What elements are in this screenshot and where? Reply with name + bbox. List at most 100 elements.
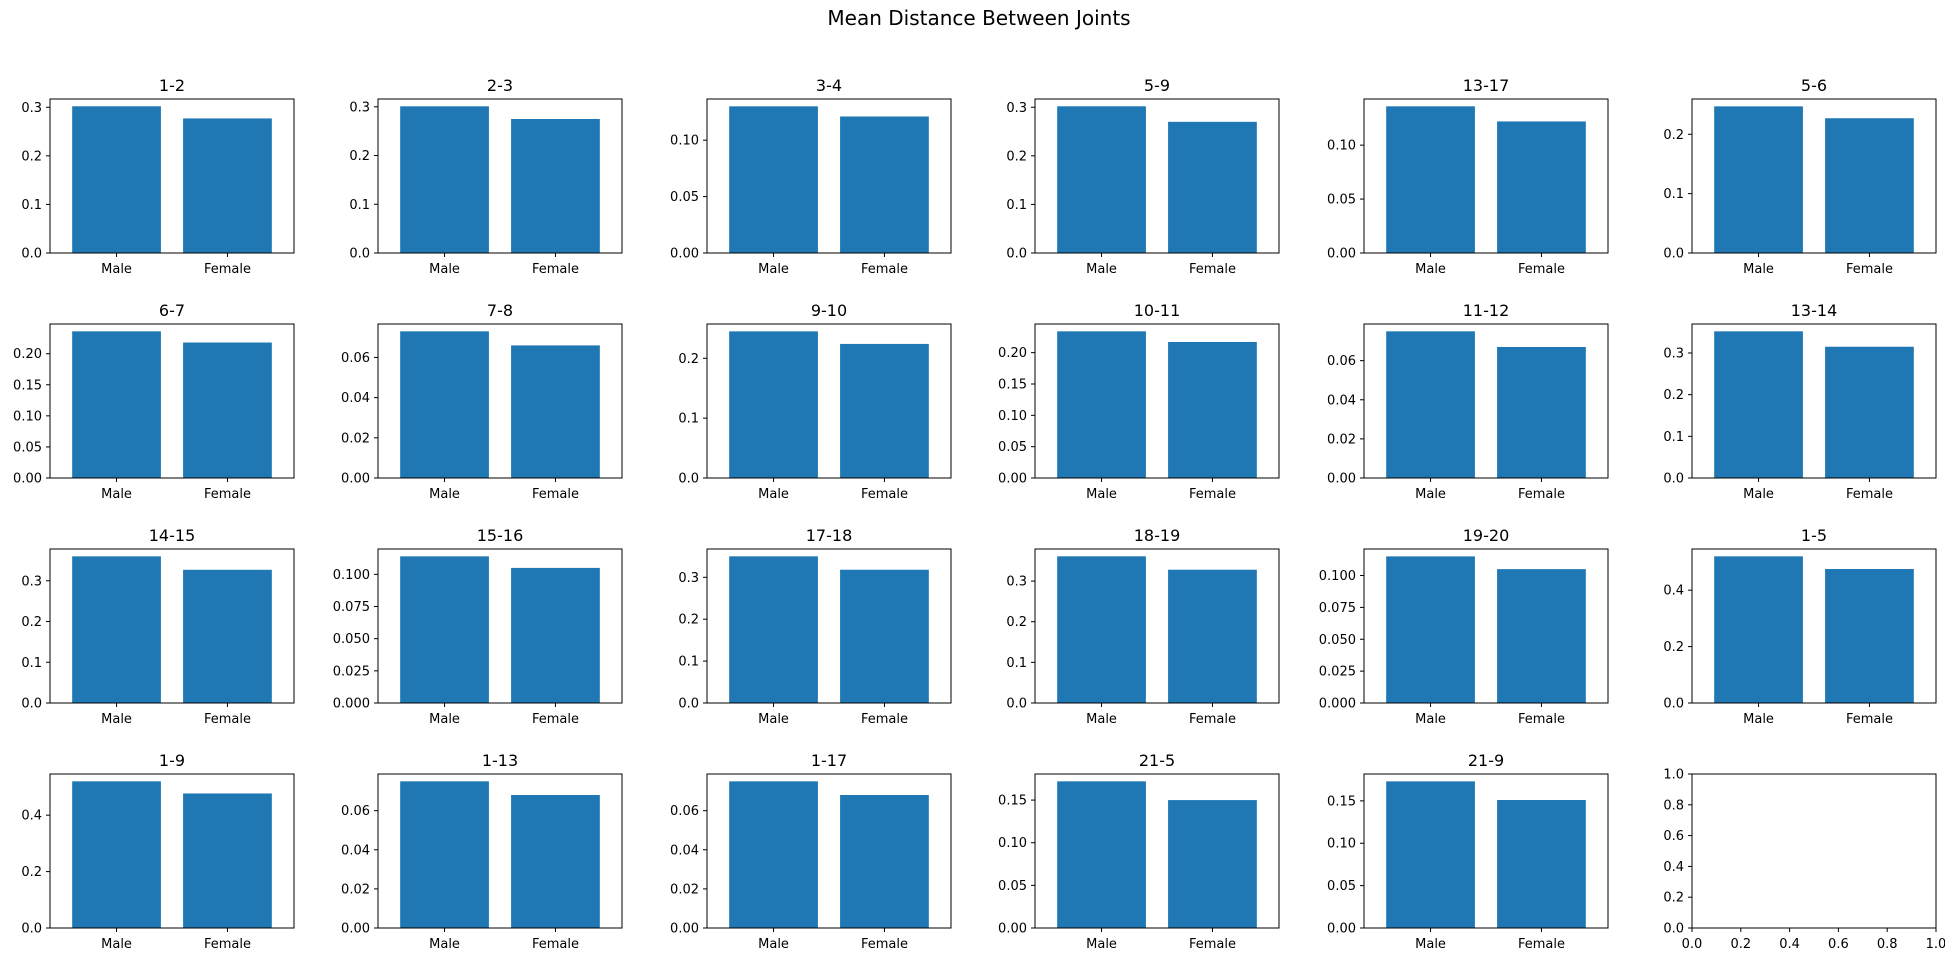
axes-frame [49, 323, 295, 479]
y-tick-label: 0.06 [341, 351, 370, 366]
axes-frame [706, 323, 952, 479]
axes-frame [377, 548, 623, 704]
y-tick-label: 0.10 [998, 409, 1027, 424]
y-tick-label: 0.3 [1006, 101, 1027, 116]
subplot-title: 5-6 [1801, 76, 1827, 95]
x-tick-label: Male [758, 712, 789, 727]
y-tick-label: 0.2 [1663, 388, 1684, 403]
x-tick-label: 1.0 [1926, 937, 1945, 952]
y-tick-label: 0.04 [341, 843, 370, 858]
bar-female [511, 567, 600, 703]
subplot-title: 21-9 [1468, 751, 1504, 770]
x-tick-label: Male [1743, 712, 1774, 727]
y-tick-label: 0.0 [678, 472, 699, 487]
y-tick-label: 0.15 [998, 794, 1027, 809]
y-tick-label: 0.00 [1327, 922, 1356, 937]
y-tick-label: 0.075 [333, 600, 370, 615]
x-tick-label: Male [101, 487, 132, 502]
bar-male [1386, 331, 1475, 478]
y-tick-label: 0.1 [349, 198, 370, 213]
y-tick-label: 0.15 [1327, 794, 1356, 809]
y-tick-label: 0.10 [1327, 837, 1356, 852]
bar-female [1168, 121, 1257, 253]
y-tick-label: 0.0 [1663, 472, 1684, 487]
y-tick-label: 0.00 [998, 922, 1027, 937]
subplot-panel: 1-9 Male Female 0.0 0.2 0.4 [21, 751, 295, 952]
y-tick-label: 0.02 [1327, 432, 1356, 447]
x-tick-label: 0.8 [1877, 937, 1898, 952]
y-tick-label: 0.0 [1006, 247, 1027, 262]
y-tick-label: 0.02 [670, 882, 699, 897]
y-tick-label: 1.0 [1663, 768, 1684, 783]
subplot-panel: 1-5 Male Female 0.0 0.2 0.4 [1663, 526, 1937, 727]
y-tick-label: 0.00 [341, 922, 370, 937]
subplot-panel: 1-13 Male Female 0.00 0.02 0.04 0.06 [341, 751, 623, 952]
y-tick-label: 0.2 [21, 865, 42, 880]
y-tick-label: 0.2 [678, 613, 699, 628]
bar-male [72, 556, 161, 703]
y-tick-label: 0.00 [998, 472, 1027, 487]
subplot-panel: 18-19 Male Female 0.0 0.1 0.2 0.3 [1006, 526, 1280, 727]
y-tick-label: 0.00 [341, 472, 370, 487]
y-tick-label: 0.0 [678, 697, 699, 712]
figure-title: Mean Distance Between Joints [827, 6, 1130, 30]
y-tick-label: 0.1 [21, 198, 42, 213]
x-tick-label: Female [532, 262, 579, 277]
bar-male [1714, 556, 1803, 703]
subplot-title: 10-11 [1134, 301, 1181, 320]
subplot-title: 2-3 [487, 76, 513, 95]
subplot-panel: 19-20 Male Female 0.000 0.025 0.050 0.075 0.100 [1319, 526, 1609, 727]
x-tick-label: Male [101, 937, 132, 952]
x-tick-label: Male [1415, 937, 1446, 952]
bar-female [1497, 346, 1586, 478]
y-tick-label: 0.0 [21, 247, 42, 262]
axes-frame [1691, 323, 1937, 479]
y-tick-label: 0.025 [333, 664, 370, 679]
y-tick-label: 0.05 [1327, 193, 1356, 208]
y-tick-label: 0.2 [678, 352, 699, 367]
y-tick-label: 0.2 [1006, 149, 1027, 164]
axes-frame [1034, 98, 1280, 254]
y-tick-label: 0.0 [349, 247, 370, 262]
axes-frame [377, 773, 623, 929]
bar-male [1386, 781, 1475, 928]
bar-female [840, 116, 929, 254]
x-tick-label: Male [1415, 262, 1446, 277]
subplot-title: 15-16 [477, 526, 524, 545]
bar-male [1057, 331, 1146, 478]
bar-male [729, 331, 818, 478]
x-tick-label: Female [861, 937, 908, 952]
subplot-panel: 13-14 Male Female 0.0 0.1 0.2 0.3 [1663, 301, 1937, 502]
subplot-title: 7-8 [487, 301, 513, 320]
y-tick-label: 0.0 [1663, 247, 1684, 262]
subplot-title: 1-9 [159, 751, 185, 770]
bar-female [183, 793, 272, 928]
bar-male [729, 106, 818, 253]
x-tick-label: Female [532, 712, 579, 727]
subplot-panel: 5-6 Male Female 0.0 0.1 0.2 [1663, 76, 1937, 277]
bar-female [511, 118, 600, 253]
axes-frame [1691, 773, 1937, 929]
bar-female [1168, 800, 1257, 928]
x-tick-label: Female [1518, 262, 1565, 277]
y-tick-label: 0.00 [670, 922, 699, 937]
x-tick-label: Male [1086, 937, 1117, 952]
x-tick-label: Male [758, 937, 789, 952]
axes-frame [49, 98, 295, 254]
x-tick-label: Male [429, 712, 460, 727]
subplot-panel: 11-12 Male Female 0.00 0.02 0.04 0.06 [1327, 301, 1609, 502]
x-tick-label: Female [204, 262, 251, 277]
bar-male [1714, 106, 1803, 253]
y-tick-label: 0.10 [13, 409, 42, 424]
x-tick-label: Female [861, 487, 908, 502]
bar-male [1057, 781, 1146, 928]
y-tick-label: 0.0 [1006, 697, 1027, 712]
y-tick-label: 0.0 [21, 922, 42, 937]
x-tick-label: Male [101, 262, 132, 277]
y-tick-label: 0.075 [1319, 601, 1356, 616]
x-tick-label: Female [1846, 262, 1893, 277]
y-tick-label: 0.2 [21, 149, 42, 164]
y-tick-label: 0.02 [341, 431, 370, 446]
y-tick-label: 0.1 [678, 655, 699, 670]
